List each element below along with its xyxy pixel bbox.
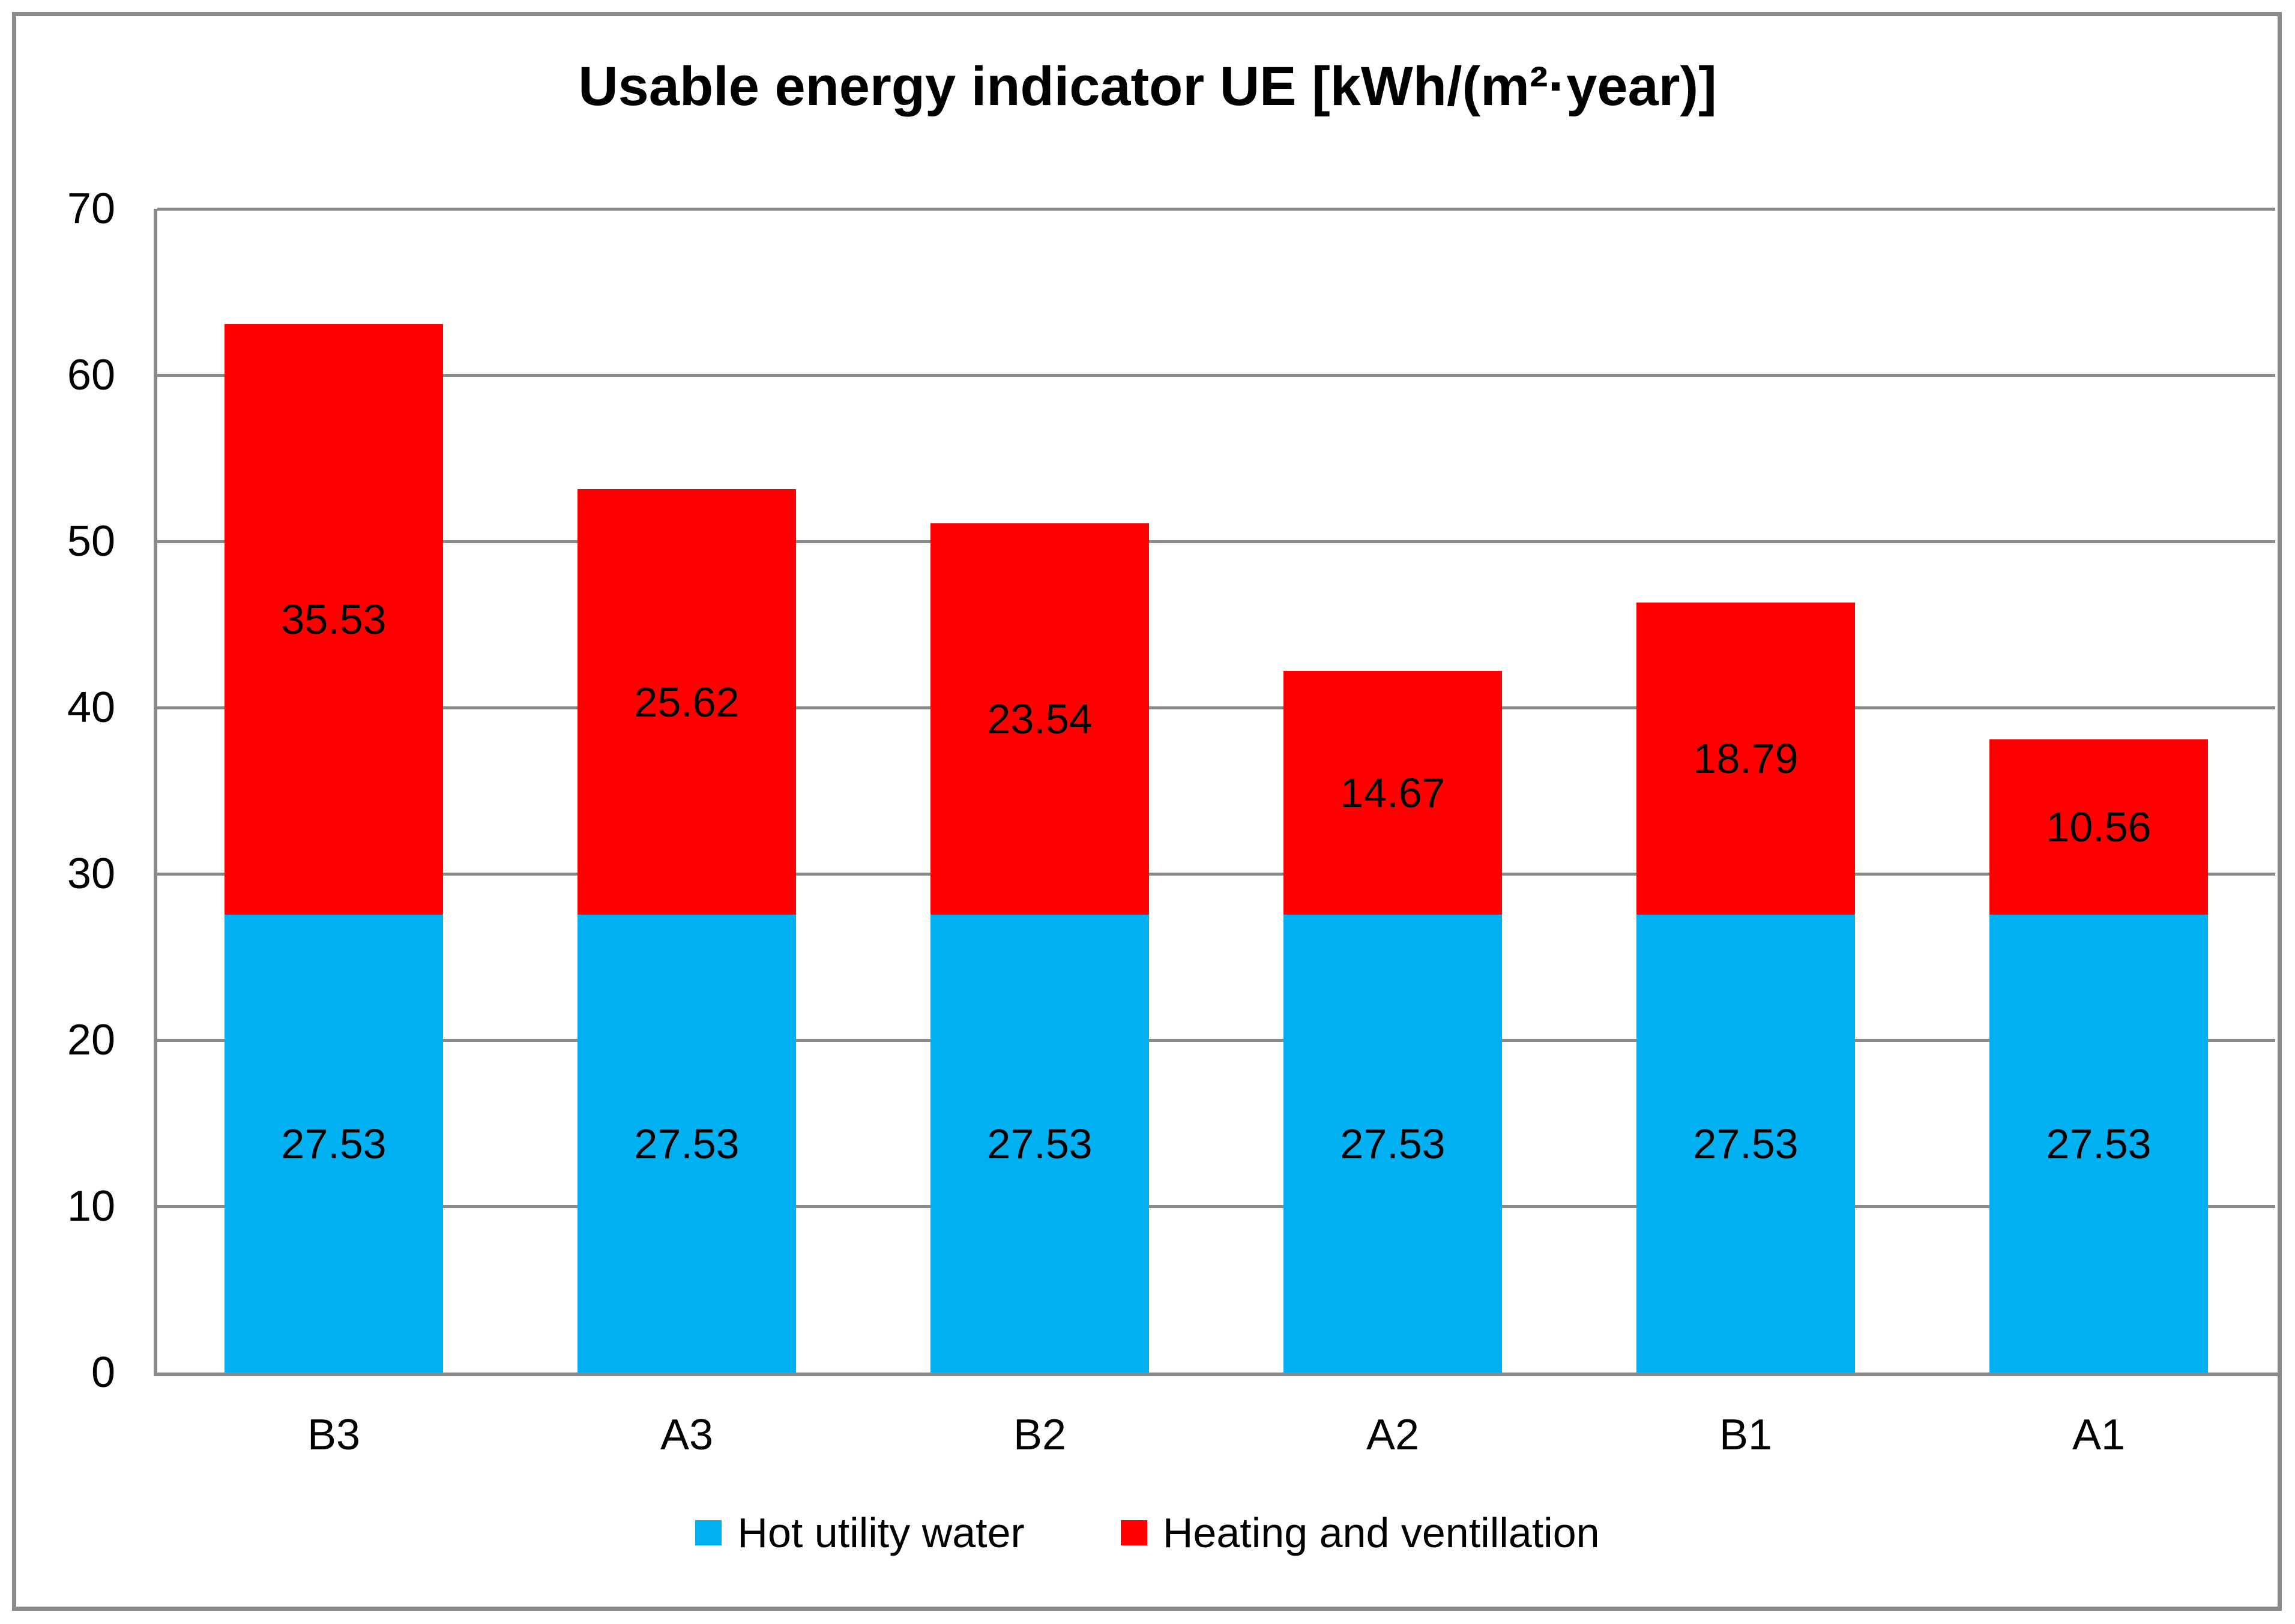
bar-segment-B1-hot-utility-water: 27.53 [1636,915,1856,1373]
legend: Hot utility water Heating and ventillati… [0,1505,2295,1560]
x-tick-label-A2: A2 [1366,1411,1420,1459]
bar-A3: 27.53 25.62 [577,209,797,1373]
bar-B1: 27.53 18.79 [1636,209,1856,1373]
gridline-y-20 [157,1039,2275,1042]
bar-segment-A3-heating-and-ventillation: 25.62 [577,489,797,915]
y-tick-label-40: 40 [67,684,115,732]
bar-B2: 27.53 23.54 [930,209,1150,1373]
data-label: 14.67 [1340,769,1446,817]
x-tick-label-A3: A3 [660,1411,714,1459]
y-axis-line [154,209,157,1376]
bar-segment-A2-heating-and-ventillation: 14.67 [1283,671,1503,915]
data-label: 25.62 [634,678,740,726]
legend-item-hot-utility-water: Hot utility water [695,1509,1025,1556]
bar-A2: 27.53 14.67 [1283,209,1503,1373]
data-label: 27.53 [634,1120,740,1167]
bar-segment-A1-heating-and-ventillation: 10.56 [1989,739,2209,915]
gridline-y-40 [157,706,2275,709]
data-label: 23.54 [987,696,1093,743]
legend-label-hot-utility-water: Hot utility water [737,1509,1025,1556]
legend-swatch-hot-utility-water [695,1520,722,1545]
y-tick-label-10: 10 [67,1182,115,1230]
bar-segment-B2-hot-utility-water: 27.53 [930,915,1150,1373]
legend-item-heating-and-ventillation: Heating and ventillation [1120,1509,1600,1556]
data-label: 27.53 [2046,1120,2152,1167]
x-tick-label-B2: B2 [1013,1411,1067,1459]
bar-segment-B3-hot-utility-water: 27.53 [224,915,444,1373]
bar-segment-A2-hot-utility-water: 27.53 [1283,915,1503,1373]
bar-segment-B1-heating-and-ventillation: 18.79 [1636,602,1856,915]
x-tick-label-B3: B3 [307,1411,361,1459]
bar-segment-A3-hot-utility-water: 27.53 [577,915,797,1373]
x-axis-line [154,1373,2279,1376]
data-label: 27.53 [987,1120,1093,1167]
y-tick-label-30: 30 [67,850,115,898]
x-tick-label-A1: A1 [2072,1411,2126,1459]
data-label: 35.53 [281,596,387,643]
data-label: 27.53 [281,1120,387,1167]
y-tick-label-20: 20 [67,1016,115,1064]
bar-A1: 27.53 10.56 [1989,209,2209,1373]
y-tick-label-0: 0 [91,1349,115,1397]
y-tick-label-60: 60 [67,351,115,399]
gridline-y-60 [157,374,2275,377]
bar-segment-B2-heating-and-ventillation: 23.54 [930,523,1150,915]
data-label: 27.53 [1693,1120,1799,1167]
gridline-y-70 [157,208,2275,211]
data-label: 18.79 [1693,735,1799,783]
bar-segment-A1-hot-utility-water: 27.53 [1989,915,2209,1373]
gridline-y-30 [157,873,2275,876]
bar-B3: 27.53 35.53 [224,209,444,1373]
data-label: 10.56 [2046,804,2152,851]
x-tick-label-B1: B1 [1719,1411,1773,1459]
chart-title: Usable energy indicator UE [kWh/(m²·year… [578,56,1717,117]
gridline-y-10 [157,1205,2275,1208]
legend-label-heating-and-ventillation: Heating and ventillation [1162,1509,1600,1556]
y-tick-label-70: 70 [67,185,115,233]
legend-swatch-heating-and-ventillation [1120,1520,1147,1545]
plot-area: 27.53 35.53 27.53 25.62 27.53 23.54 27.53 14.67… [157,208,2275,1373]
y-tick-label-50: 50 [67,517,115,565]
bar-segment-B3-heating-and-ventillation: 35.53 [224,324,444,915]
chart-border [12,12,2282,1611]
data-label: 27.53 [1340,1120,1446,1167]
gridline-y-50 [157,540,2275,543]
